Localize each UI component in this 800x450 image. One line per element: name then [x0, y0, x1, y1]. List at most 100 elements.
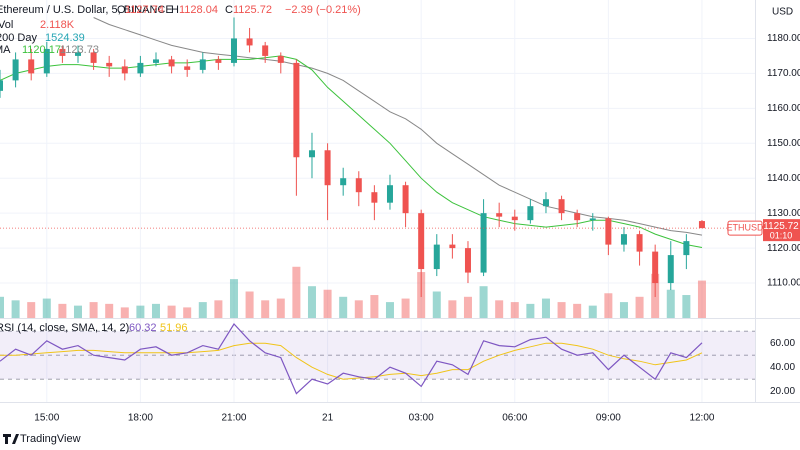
candle-body: [371, 192, 378, 203]
rsi-line: [0, 323, 703, 395]
candle-body: [199, 59, 206, 70]
volume-bar: [604, 293, 613, 318]
volume-bar: [307, 286, 316, 318]
y-tick-label: 1180.00: [767, 33, 800, 44]
logo-icon: [3, 434, 19, 444]
candle-body: [558, 199, 565, 214]
candle-body: [496, 213, 503, 217]
candle-body: [152, 59, 159, 63]
volume-bar: [573, 303, 582, 318]
candle-body: [262, 45, 269, 56]
volume-bar: [541, 298, 550, 318]
volume-bar: [198, 302, 207, 318]
legend-label: MA: [0, 44, 11, 56]
rsi-band: [0, 331, 755, 380]
volume-bar: [42, 298, 51, 318]
x-tick-label: 06:00: [502, 413, 527, 424]
rsi-ma-value: 51.96: [160, 322, 188, 334]
x-tick-label: 09:00: [596, 413, 621, 424]
rsi-tick-label: 40.00: [770, 362, 795, 373]
candle-body: [542, 199, 549, 207]
volume-bar: [27, 302, 36, 318]
legend-label: Vol: [0, 19, 13, 31]
candle-body: [90, 52, 97, 63]
change: −2.39 (−0.21%): [285, 4, 361, 16]
candle-body: [605, 218, 612, 245]
candle-body: [574, 213, 581, 221]
brand: TradingView: [20, 433, 81, 445]
legend-label: 200 Day: [0, 32, 37, 44]
rsi-tick-label: 60.00: [770, 338, 795, 349]
y-tick-label: 1160.00: [767, 103, 800, 114]
candle-body: [43, 48, 50, 74]
volume-bar: [183, 307, 192, 318]
volume-bar: [619, 302, 628, 318]
volume-bar: [666, 289, 675, 318]
candle-body: [464, 248, 471, 273]
rsi-ma-line: [0, 342, 703, 380]
candle-body: [449, 244, 456, 249]
ohlc-letter: O: [117, 4, 126, 16]
candle-body: [246, 38, 253, 46]
volume-bar: [510, 302, 519, 318]
candle-body: [355, 178, 362, 193]
volume-bar: [73, 305, 82, 318]
volume-bar: [463, 296, 472, 318]
price-tag-value: 1125.72: [763, 221, 799, 232]
candle-body: [184, 66, 191, 70]
candle-body: [137, 62, 144, 74]
volume-bar: [151, 303, 160, 318]
ohlc-value: 1127.74: [125, 4, 164, 16]
candle-body: [652, 251, 659, 284]
volume-bar: [401, 298, 410, 318]
volume-bar: [11, 300, 20, 318]
volume-bar: [385, 302, 394, 318]
x-tick-label: 21:00: [221, 413, 246, 424]
volume-bar: [432, 291, 441, 318]
candle-body: [511, 216, 518, 221]
volume-bar: [0, 296, 4, 318]
symbol-title: Ethereum / U.S. Dollar, 5, BINANCE: [0, 4, 173, 16]
candle-body: [698, 221, 705, 229]
y-tick-label: 1120.00: [767, 243, 800, 254]
volume-bar: [370, 295, 379, 318]
volume-bar: [448, 300, 457, 318]
volume-bar: [495, 300, 504, 318]
brand-logo: TradingView: [3, 433, 81, 445]
volume-bar: [526, 303, 535, 318]
symbol-tag: [727, 220, 763, 236]
candle-body: [480, 213, 487, 273]
legend-value: 1120.17: [22, 44, 61, 56]
ohlc-value: 1125.72: [233, 4, 272, 16]
candle-body: [402, 185, 409, 214]
candle-body: [340, 178, 347, 186]
candle-body: [527, 206, 534, 221]
currency: USD: [772, 7, 793, 18]
candle-body: [12, 59, 19, 81]
candle-body: [386, 185, 393, 203]
volume-bar: [58, 303, 67, 318]
candle-body: [0, 80, 3, 91]
y-tick-label: 1150.00: [767, 138, 800, 149]
volume-bar: [120, 307, 129, 318]
volume-bar: [214, 300, 223, 318]
candle-body: [168, 59, 175, 67]
candle-body: [433, 244, 440, 270]
candle-body: [215, 59, 222, 63]
candle-body: [589, 218, 596, 221]
price-tag: [763, 219, 800, 242]
candle-body: [636, 234, 643, 252]
x-tick-label: 18:00: [128, 413, 153, 424]
ma-slow-line: [93, 17, 703, 236]
candle-body: [28, 59, 35, 74]
volume-bar: [557, 302, 566, 318]
ohlc-value: 1128.04: [179, 4, 218, 16]
axes: 1110.00 1120.00 1130.00 1140.00 1150.00 1160.…: [34, 33, 800, 424]
x-tick-label: 21: [322, 413, 334, 424]
candle-body: [620, 234, 627, 245]
candle-body: [106, 62, 113, 67]
plot: [0, 17, 755, 395]
volume-bar: [105, 303, 114, 318]
x-tick-label: 12:00: [689, 413, 714, 424]
